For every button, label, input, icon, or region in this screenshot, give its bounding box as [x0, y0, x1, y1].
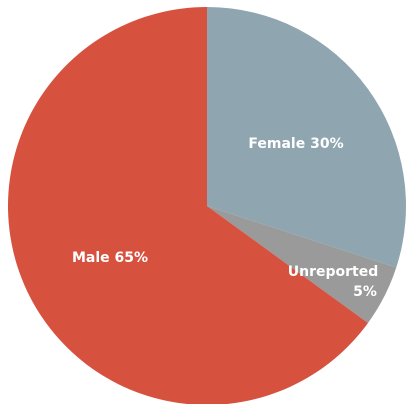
pie-slice-unreported [207, 206, 397, 323]
slice-label-male: Male 65% [72, 250, 148, 266]
pie-slices [8, 7, 406, 404]
slice-label-unreported: Unreported [288, 264, 379, 280]
pie-slice-male [8, 7, 368, 404]
slice-label-female: Female 30% [248, 136, 343, 152]
pie-slice-female [207, 7, 406, 268]
slice-label-unreported-percent: 5% [353, 284, 377, 300]
